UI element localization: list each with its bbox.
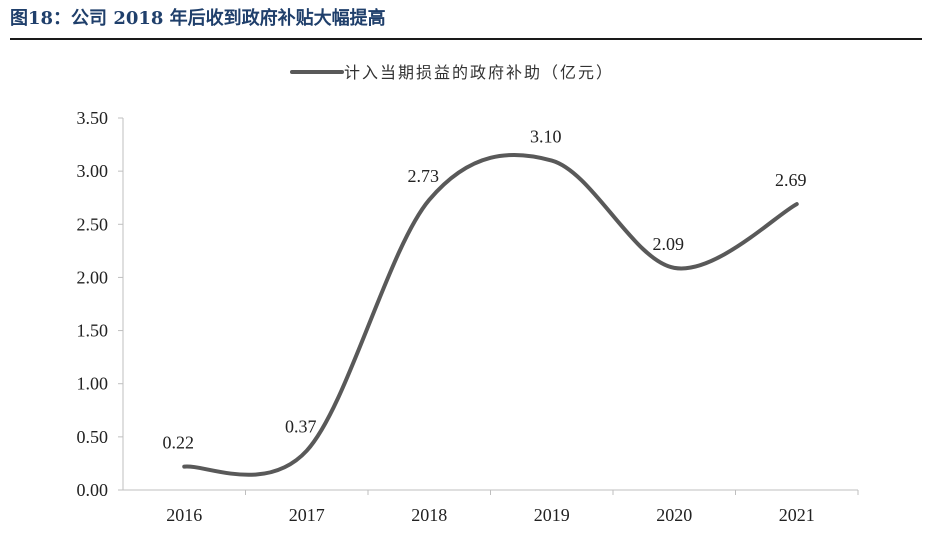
y-tick-label: 0.50 — [77, 427, 109, 447]
y-tick-label: 1.00 — [77, 374, 109, 394]
x-tick-label: 2019 — [534, 505, 570, 525]
data-label: 2.69 — [775, 170, 807, 190]
x-tick-label: 2018 — [411, 505, 447, 525]
x-tick-label: 2020 — [656, 505, 692, 525]
x-tick-label: 2016 — [166, 505, 202, 525]
y-tick-label: 1.50 — [77, 321, 109, 341]
y-tick-label: 2.50 — [77, 214, 109, 234]
data-label: 0.22 — [163, 433, 195, 453]
x-tick-label: 2017 — [289, 505, 325, 525]
series-line — [182, 152, 799, 477]
data-label: 2.09 — [653, 234, 685, 254]
figure-title: 图18：公司 2018 年后收到政府补贴大幅提高 — [10, 8, 386, 29]
legend-label: 计入当期损益的政府补助（亿元） — [344, 63, 614, 82]
title-divider — [10, 38, 922, 40]
data-label: 0.37 — [285, 417, 317, 437]
data-label: 2.73 — [408, 166, 440, 186]
y-tick-label: 3.50 — [77, 108, 109, 128]
data-label: 3.10 — [530, 127, 562, 147]
y-tick-label: 2.00 — [77, 267, 109, 287]
y-tick-label: 3.00 — [77, 161, 109, 181]
y-tick-label: 0.00 — [77, 480, 109, 500]
x-tick-label: 2021 — [779, 505, 815, 525]
